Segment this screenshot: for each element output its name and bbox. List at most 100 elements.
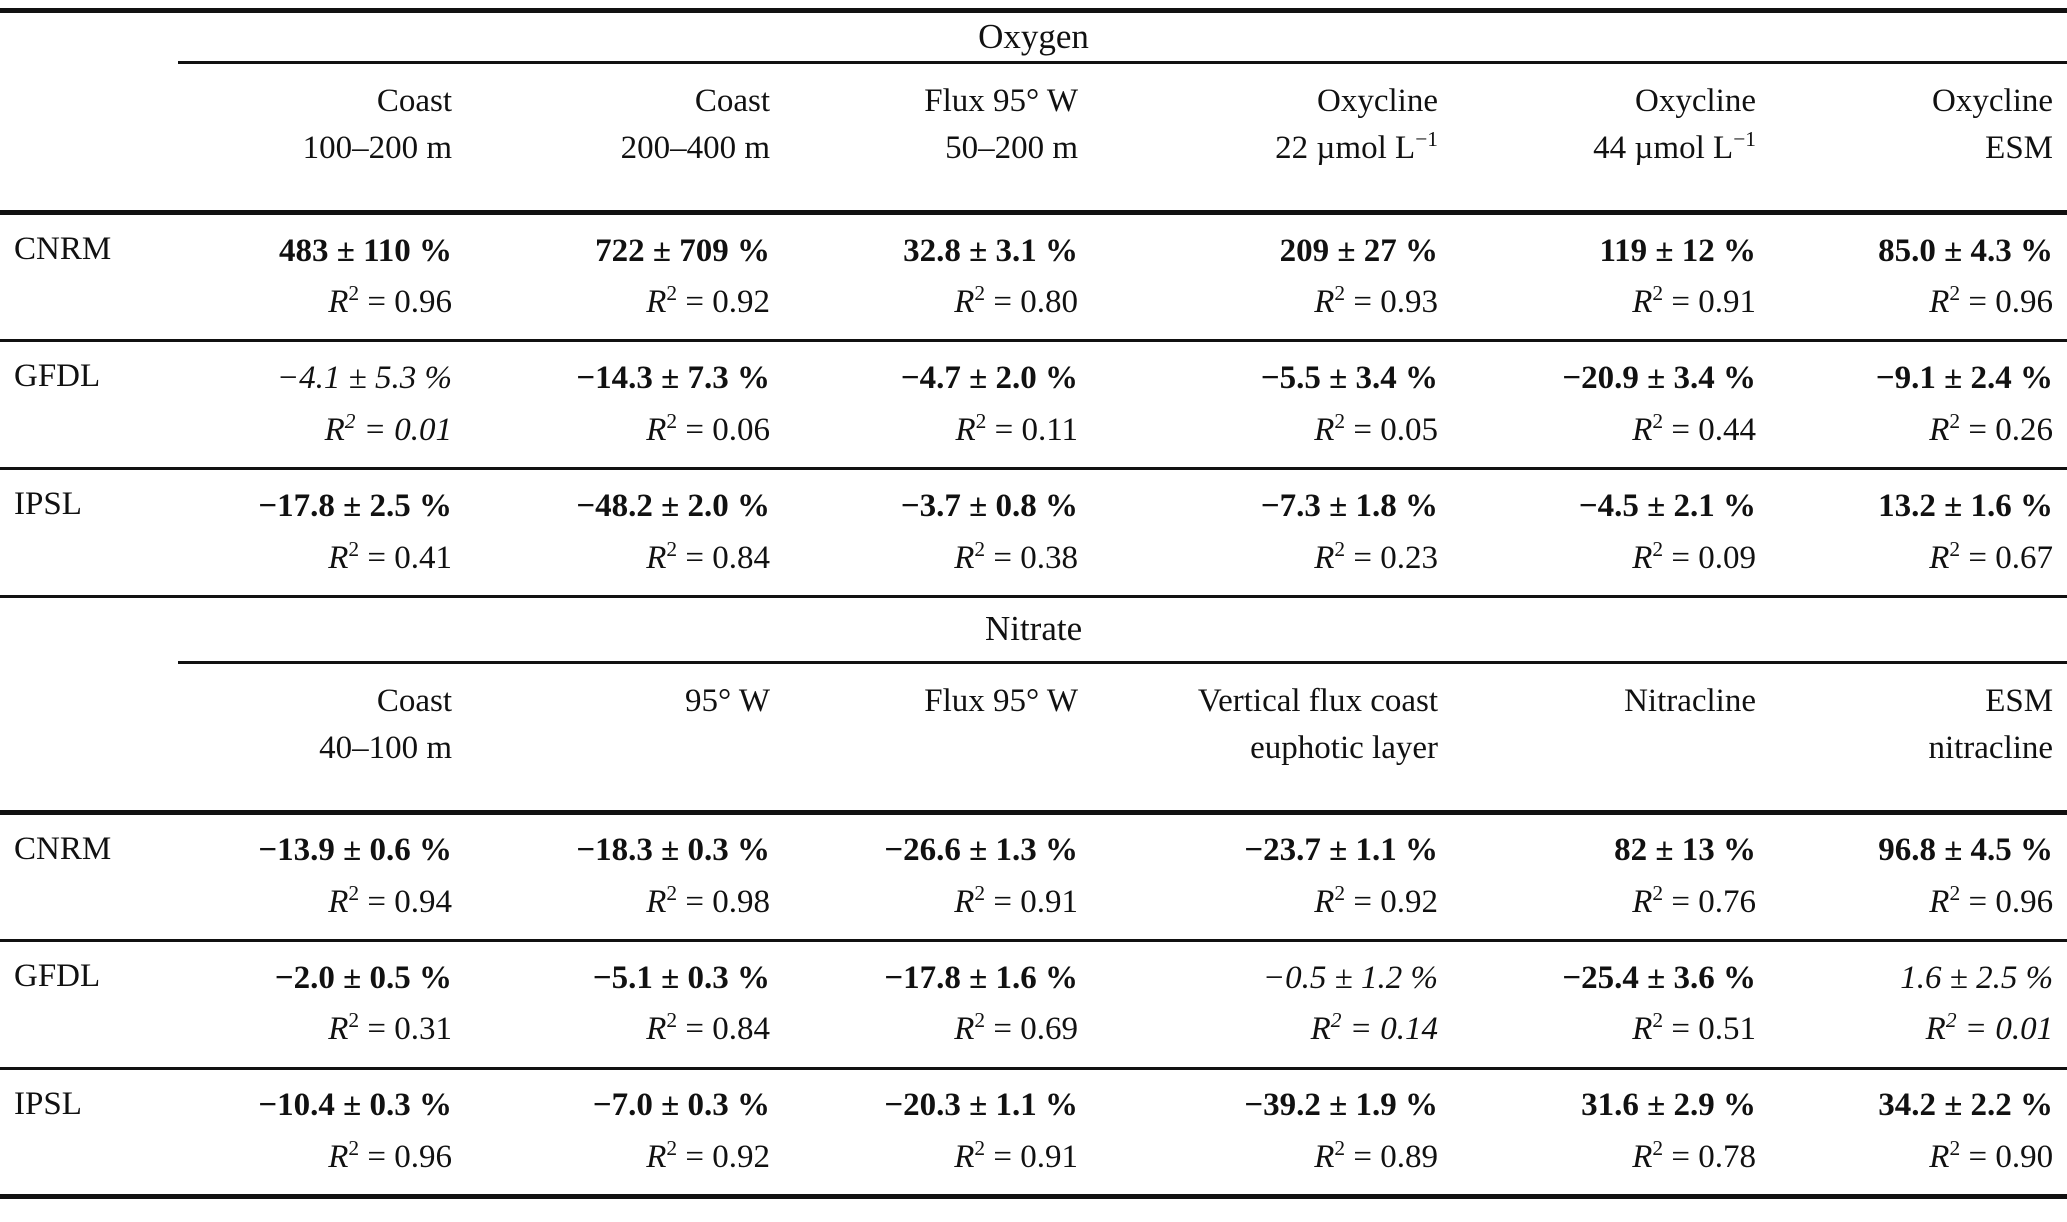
r-squared-line: R2 = 0.96 xyxy=(328,281,452,320)
model-label: GFDL xyxy=(0,938,178,1068)
trend-value: −9.1 ± 2.4 % xyxy=(1875,360,2054,397)
r-squared-line: R2 = 0.92 xyxy=(646,281,770,320)
column-header: Nitracline xyxy=(1452,660,1770,815)
value-cell: −4.5 ± 2.1 % R2 = 0.09 xyxy=(1452,467,1770,598)
section-table-oxygen: Oxygen Coast 100–200 m Coast 200–400 m Flux 9… xyxy=(0,8,2067,598)
column-header: Coast 40–100 m xyxy=(178,660,466,815)
r-squared-line: R2 = 0.09 xyxy=(1632,536,1756,576)
value-cell: 32.8 ± 3.1 % R2 = 0.80 xyxy=(784,211,1092,341)
trend-value: 119 ± 12 % xyxy=(1599,232,1756,269)
r-squared-value: 0.26 xyxy=(1995,411,2054,448)
r-squared-line: R2 = 0.05 xyxy=(1314,408,1438,448)
value-cell: −18.3 ± 0.3 % R2 = 0.98 xyxy=(466,810,784,940)
trend-value: −17.8 ± 2.5 % xyxy=(258,488,452,525)
column-header-line1: Coast xyxy=(376,682,452,719)
trend-value: −18.3 ± 0.3 % xyxy=(576,832,770,869)
column-header: Oxycline ESM xyxy=(1770,61,2067,215)
r-squared-line: R2 = 0.96 xyxy=(1929,281,2054,320)
section-title: Oxygen xyxy=(0,8,2067,63)
r-squared-line: R2 = 0.96 xyxy=(328,1135,452,1175)
column-header-line1: Oxycline xyxy=(1635,83,1756,120)
r-squared-line: R2 = 0.90 xyxy=(1929,1135,2054,1175)
value-cell: 82 ± 13 % R2 = 0.76 xyxy=(1452,810,1770,940)
trend-value: −4.7 ± 2.0 % xyxy=(900,360,1078,397)
r-squared-value: 0.78 xyxy=(1698,1138,1756,1175)
section-table-nitrate: Nitrate Coast 40–100 m 95° W Flux 95° W Ver… xyxy=(0,598,2067,1199)
model-label: IPSL xyxy=(0,467,178,598)
r-squared-line: R2 = 0.76 xyxy=(1632,880,1756,920)
value-cell: −2.0 ± 0.5 % R2 = 0.31 xyxy=(178,938,466,1068)
trend-value: −20.3 ± 1.1 % xyxy=(884,1087,1078,1124)
r-squared-line: R2 = 0.26 xyxy=(1929,408,2054,448)
trend-value: 32.8 ± 3.1 % xyxy=(903,232,1078,269)
trend-value: −5.5 ± 3.4 % xyxy=(1260,360,1438,397)
r-squared-line: R2 = 0.80 xyxy=(954,281,1078,320)
column-header-line1: Coast xyxy=(694,83,770,120)
r-squared-value: 0.96 xyxy=(394,284,452,320)
r-squared-line: R2 = 0.11 xyxy=(955,408,1078,448)
value-cell: 34.2 ± 2.2 % R2 = 0.90 xyxy=(1770,1066,2067,1199)
column-header: Oxycline 22 µmol L−1 xyxy=(1092,61,1452,215)
r-squared-line: R2 = 0.92 xyxy=(646,1135,770,1175)
trend-value: −48.2 ± 2.0 % xyxy=(576,488,770,525)
trend-value: 209 ± 27 % xyxy=(1279,232,1438,269)
r-squared-value: 0.51 xyxy=(1698,1011,1756,1047)
column-header: ESM nitracline xyxy=(1770,660,2067,815)
trend-value: −4.5 ± 2.1 % xyxy=(1578,488,1756,525)
r-squared-value: 0.01 xyxy=(1995,1011,2054,1047)
value-cell: 483 ± 110 % R2 = 0.96 xyxy=(178,211,466,341)
value-cell: −14.3 ± 7.3 % R2 = 0.06 xyxy=(466,339,784,469)
value-cell: −48.2 ± 2.0 % R2 = 0.84 xyxy=(466,467,784,598)
r-squared-line: R2 = 0.91 xyxy=(1632,281,1756,320)
model-label: CNRM xyxy=(0,211,178,341)
r-squared-line: R2 = 0.91 xyxy=(954,1135,1078,1175)
column-header-line1: Oxycline xyxy=(1932,83,2054,120)
r-squared-value: 0.93 xyxy=(1380,284,1438,320)
column-header-line2 xyxy=(784,725,1078,772)
trend-value: −39.2 ± 1.9 % xyxy=(1244,1087,1438,1124)
trend-value: 483 ± 110 % xyxy=(278,232,452,269)
r-squared-line: R2 = 0.06 xyxy=(646,408,770,448)
r-squared-value: 0.92 xyxy=(712,1138,770,1175)
value-cell: −13.9 ± 0.6 % R2 = 0.94 xyxy=(178,810,466,940)
column-header-line1: ESM xyxy=(1985,682,2054,719)
column-header-line1: Flux 95° W xyxy=(924,83,1078,120)
value-cell: −9.1 ± 2.4 % R2 = 0.26 xyxy=(1770,339,2067,469)
value-cell: −17.8 ± 1.6 % R2 = 0.69 xyxy=(784,938,1092,1068)
value-cell: −7.3 ± 1.8 % R2 = 0.23 xyxy=(1092,467,1452,598)
value-cell: 209 ± 27 % R2 = 0.93 xyxy=(1092,211,1452,341)
value-cell: −3.7 ± 0.8 % R2 = 0.38 xyxy=(784,467,1092,598)
column-header-line2: euphotic layer xyxy=(1250,729,1438,766)
trend-value: −26.6 ± 1.3 % xyxy=(884,832,1078,869)
trend-value: −3.7 ± 0.8 % xyxy=(900,488,1078,525)
r-squared-line: R2 = 0.01 xyxy=(324,408,452,448)
r-squared-value: 0.14 xyxy=(1380,1011,1438,1047)
r-squared-line: R2 = 0.96 xyxy=(1929,880,2054,920)
unit-exponent: −1 xyxy=(1415,127,1438,151)
trend-value: −0.5 ± 1.2 % xyxy=(1262,959,1438,996)
r-squared-value: 0.91 xyxy=(1020,1138,1078,1175)
r-squared-value: 0.23 xyxy=(1380,539,1438,576)
r-squared-line: R2 = 0.98 xyxy=(646,880,770,920)
trend-value: −23.7 ± 1.1 % xyxy=(1244,832,1438,869)
column-header: Oxycline 44 µmol L−1 xyxy=(1452,61,1770,215)
section-title: Nitrate xyxy=(984,609,1083,649)
value-cell: −7.0 ± 0.3 % R2 = 0.92 xyxy=(466,1066,784,1199)
column-header-line2: 200–400 m xyxy=(620,130,770,166)
value-cell: −39.2 ± 1.9 % R2 = 0.89 xyxy=(1092,1066,1452,1199)
value-cell: 31.6 ± 2.9 % R2 = 0.78 xyxy=(1452,1066,1770,1199)
column-header: Flux 95° W 50–200 m xyxy=(784,61,1092,215)
value-cell: −26.6 ± 1.3 % R2 = 0.91 xyxy=(784,810,1092,940)
trend-value: −14.3 ± 7.3 % xyxy=(576,360,770,397)
trend-value: 31.6 ± 2.9 % xyxy=(1581,1087,1756,1124)
r-squared-line: R2 = 0.69 xyxy=(954,1008,1078,1047)
r-squared-value: 0.94 xyxy=(394,883,452,920)
value-cell: −10.4 ± 0.3 % R2 = 0.96 xyxy=(178,1066,466,1199)
value-cell: −20.9 ± 3.4 % R2 = 0.44 xyxy=(1452,339,1770,469)
r-squared-value: 0.69 xyxy=(1020,1011,1078,1047)
r-squared-line: R2 = 0.89 xyxy=(1314,1135,1438,1175)
value-cell: −17.8 ± 2.5 % R2 = 0.41 xyxy=(178,467,466,598)
column-header-line1: Flux 95° W xyxy=(924,682,1078,719)
trend-value: −2.0 ± 0.5 % xyxy=(274,959,452,996)
r-squared-value: 0.91 xyxy=(1020,883,1078,920)
